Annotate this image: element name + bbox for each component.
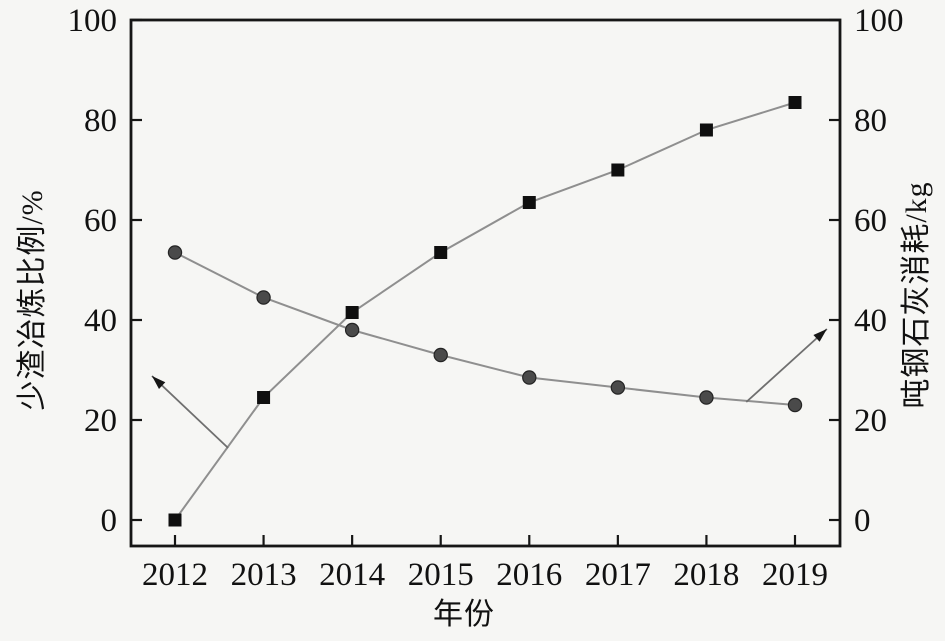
circle-data-marker [344, 322, 360, 338]
x-tick-label: 2016 [496, 557, 562, 593]
x-tick-label: 2012 [142, 557, 208, 593]
x-tick-label: 2017 [585, 557, 651, 593]
left-y-tick-label: 80 [84, 103, 117, 139]
square-data-marker [699, 123, 713, 137]
right-y-tick-label: 100 [854, 3, 904, 39]
right-y-axis-title: 吨钢石灰消耗/kg [900, 181, 933, 409]
x-axis-title: 年份 [433, 598, 495, 631]
right-y-tick-label: 60 [854, 203, 887, 239]
x-tick-label: 2013 [231, 557, 297, 593]
square-data-marker [257, 391, 271, 404]
left-y-tick-label: 20 [84, 403, 117, 439]
x-tick-label: 2015 [408, 557, 474, 593]
right-y-tick-label: 0 [854, 503, 871, 539]
circle-data-marker [522, 370, 537, 385]
circle-data-marker [699, 390, 714, 405]
series-line-square [174, 101, 796, 521]
circle-data-marker [256, 290, 271, 305]
circle-data-marker [167, 245, 183, 260]
square-data-marker [168, 513, 182, 527]
circle-data-marker [610, 380, 626, 395]
left-y-tick-label: 40 [84, 303, 117, 339]
series-line-circle [174, 251, 796, 406]
square-data-marker [434, 246, 448, 259]
square-data-marker [522, 196, 536, 209]
axis-pointer-arrow-line [745, 328, 828, 403]
right-y-tick-label: 80 [854, 103, 887, 139]
left-y-tick-label: 100 [68, 3, 118, 39]
axis-pointer-arrow-line [151, 375, 229, 449]
right-y-tick-label: 20 [854, 403, 887, 439]
x-tick-label: 2014 [319, 557, 385, 593]
square-data-marker [345, 306, 359, 319]
square-data-marker [611, 163, 625, 177]
circle-data-marker [433, 347, 448, 363]
plot-border [129, 18, 842, 548]
axis-pointer-arrowhead [813, 329, 827, 342]
axis-pointer-arrowhead [151, 376, 166, 389]
left-y-tick-label: 0 [101, 503, 118, 539]
left-y-tick-label: 60 [84, 203, 117, 239]
circle-data-marker [787, 397, 803, 413]
x-tick-label: 2018 [673, 557, 739, 593]
x-tick-label: 2019 [762, 557, 828, 593]
right-y-tick-label: 40 [854, 303, 887, 339]
square-data-marker [788, 96, 802, 109]
left-y-axis-title: 少渣冶炼比例/% [16, 189, 49, 411]
